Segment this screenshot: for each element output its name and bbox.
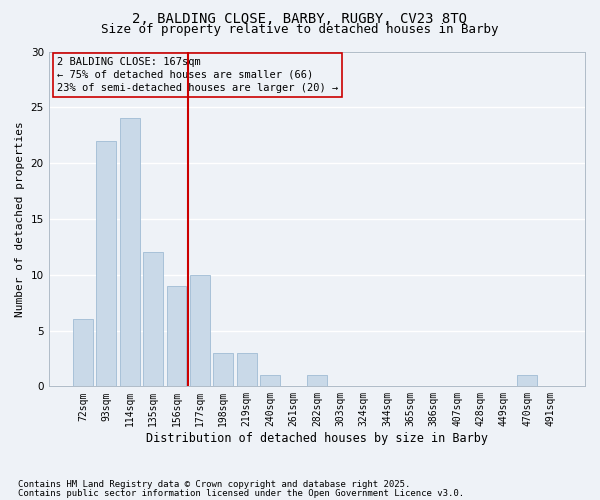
Bar [97,141,116,386]
Bar [143,252,163,386]
Bar [237,353,257,386]
X-axis label: Distribution of detached houses by size in Barby: Distribution of detached houses by size … [146,432,488,445]
Bar [120,118,140,386]
Text: Contains HM Land Registry data © Crown copyright and database right 2025.: Contains HM Land Registry data © Crown c… [18,480,410,489]
Text: Contains public sector information licensed under the Open Government Licence v3: Contains public sector information licen… [18,488,464,498]
Bar [167,286,187,386]
Bar [517,375,537,386]
Text: 2, BALDING CLOSE, BARBY, RUGBY, CV23 8TQ: 2, BALDING CLOSE, BARBY, RUGBY, CV23 8TQ [133,12,467,26]
Y-axis label: Number of detached properties: Number of detached properties [15,121,25,317]
Bar [260,375,280,386]
Bar [190,274,210,386]
Text: Size of property relative to detached houses in Barby: Size of property relative to detached ho… [101,22,499,36]
Bar [214,353,233,386]
Text: 2 BALDING CLOSE: 167sqm
← 75% of detached houses are smaller (66)
23% of semi-de: 2 BALDING CLOSE: 167sqm ← 75% of detache… [57,56,338,93]
Bar [73,320,93,386]
Bar [307,375,327,386]
